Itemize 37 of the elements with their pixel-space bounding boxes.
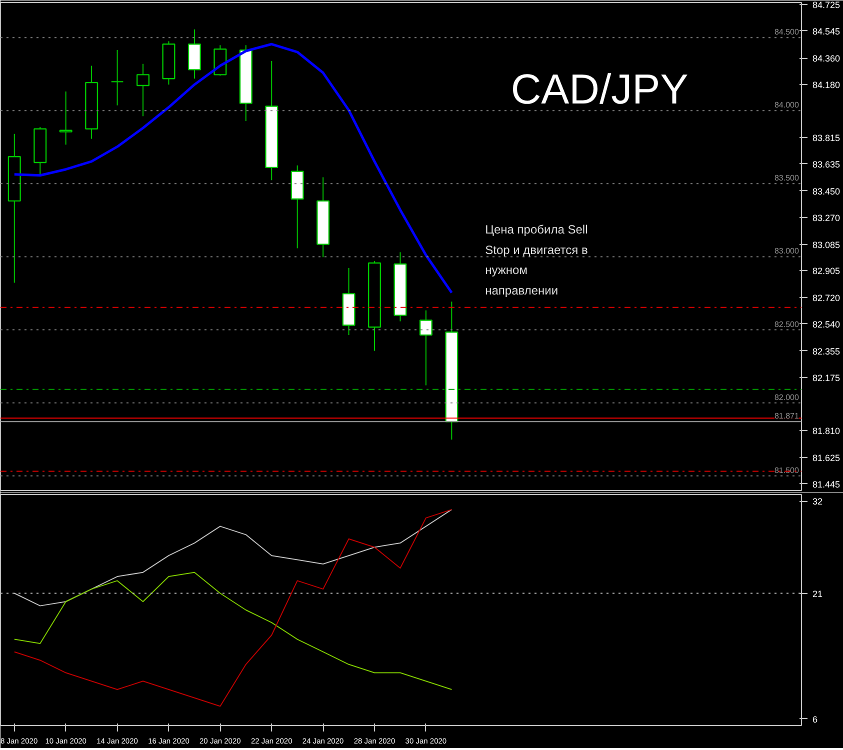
ref-line-label: 81.871: [774, 412, 800, 421]
y-tick-label: 82.540: [812, 319, 840, 330]
y-tick-label: 84.725: [812, 0, 840, 10]
ref-line-label: 82.000: [774, 392, 800, 402]
line-series: [14, 572, 452, 690]
y-tick-label: 82.905: [812, 266, 840, 276]
y-tick-label: 83.815: [812, 133, 840, 144]
y-tick-label: 82.175: [812, 372, 840, 383]
y-tick-label: 21: [812, 588, 823, 599]
y-tick-label: 83.270: [812, 212, 840, 223]
y-tick-label: 84.545: [812, 26, 840, 36]
candlestick: [136, 63, 150, 117]
y-tick-label: 83.635: [812, 159, 840, 170]
line-series: [13, 42, 453, 294]
text: CAD/JPY: [510, 66, 688, 112]
y-tick-label: 81.445: [812, 479, 840, 490]
y-tick-label: 82.355: [812, 346, 840, 356]
y-tick-label: 32: [812, 496, 823, 507]
ref-line-label: 83.000: [774, 246, 800, 256]
line-series: [14, 509, 452, 707]
y-tick-label: 83.450: [812, 186, 840, 196]
text: Цена пробила Sell Stop и двигается в нужном направлении: [485, 222, 588, 298]
candlestick: [110, 49, 124, 106]
y-tick-label: 83.085: [812, 240, 840, 250]
candlestick: [419, 310, 432, 386]
y-tick-label: 6: [812, 714, 818, 724]
ref-line-label: 81.500: [774, 466, 800, 475]
y-tick-label: 84.360: [812, 54, 840, 64]
y-tick-label: 81.625: [812, 453, 840, 464]
ref-line-label: 84.000: [774, 100, 800, 110]
ref-line-label: 82.500: [774, 320, 800, 329]
ref-line-label: 84.500: [774, 28, 800, 37]
y-tick-label: 81.810: [812, 426, 840, 436]
y-tick-label: 82.720: [812, 293, 840, 304]
y-tick-label: 84.180: [812, 80, 840, 90]
candlestick: [59, 90, 72, 146]
ref-line-label: 83.500: [774, 174, 800, 183]
